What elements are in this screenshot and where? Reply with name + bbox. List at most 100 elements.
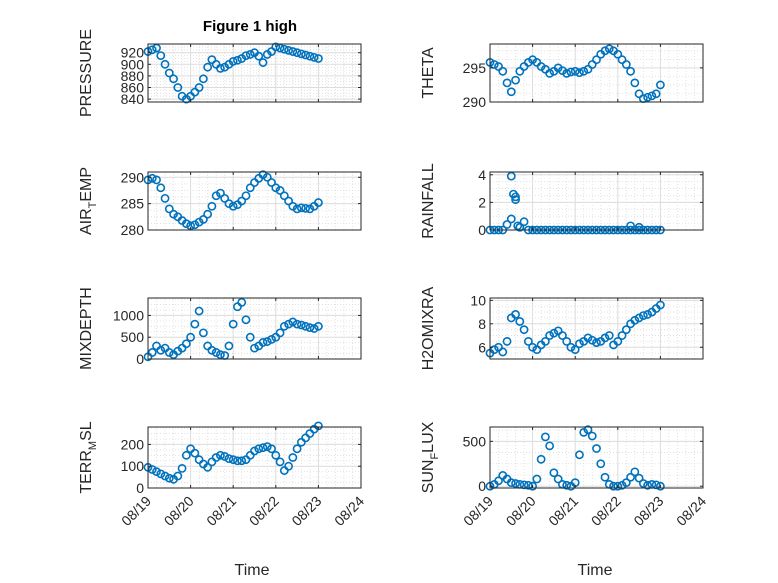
data-point [313,321,323,331]
data-point [190,448,200,458]
data-point [228,201,238,211]
data-point [506,171,516,181]
data-point [558,331,567,340]
data-point [494,62,503,71]
axes-box [489,171,704,231]
data-point [638,479,648,488]
data-point [621,325,631,335]
data-point [292,48,302,58]
data-point [562,480,572,490]
data-point [156,51,166,60]
axes-box [147,43,362,103]
data-point [502,78,512,88]
data-point [194,83,204,92]
data-point [506,87,516,97]
data-point [613,481,623,491]
data-point [515,317,525,326]
figure-title: Figure 1 high [203,18,297,35]
data-point [617,55,627,65]
data-point [600,472,610,482]
data-point [511,195,520,205]
y-axis-label: MIXDEPTH [78,287,95,370]
data-point [258,443,268,453]
data-point [575,68,584,78]
data-point [237,456,247,466]
y-axis-label: AIRTEMP [78,167,99,235]
data-point [634,222,644,232]
data-point [292,204,302,214]
data-point [592,338,601,347]
y-tick-label: 1000 [113,307,144,323]
data-point [224,341,234,351]
data-point [519,217,529,227]
data-point [275,328,285,338]
data-point [502,336,512,346]
data-point [203,209,213,219]
data-point [587,60,597,69]
data-point [284,45,293,55]
data-point [592,55,601,65]
data-point [523,480,533,490]
data-point [233,55,242,65]
data-point [617,331,627,340]
data-point [506,214,516,224]
data-point [275,457,285,467]
data-point [489,60,499,69]
y-tick-label: 880 [121,68,145,84]
data-point [494,476,503,486]
y-axis-label: TERRMSL [78,421,99,493]
data-point [203,462,213,472]
data-point [194,306,204,316]
data-point [545,331,555,340]
data-point [211,453,221,462]
data-point [288,453,298,462]
data-point [523,336,533,346]
data-point [152,175,161,185]
data-point [258,338,268,347]
data-point [634,89,644,99]
subplot-air-temp: 280 285 290 AIRTEMP [78,167,362,238]
data-point [583,333,593,343]
data-point [262,172,272,182]
data-point [245,332,255,342]
data-point [258,58,268,67]
data-point [173,83,183,92]
data-point [549,328,559,338]
data-point [267,178,276,187]
data-point [498,347,508,357]
data-point [207,201,217,211]
data-point [160,59,170,69]
data-point [173,471,183,481]
data-point [241,191,251,201]
data-point [292,444,302,454]
subplot-rainfall: 0 2 4 RAINFALL [420,163,704,239]
y-tick-label: 0 [478,478,486,494]
data-point [583,425,593,435]
data-point [515,222,525,232]
data-point [626,66,635,76]
data-point [254,51,264,61]
data-point [220,452,230,461]
data-point [284,461,293,471]
data-point [228,455,238,465]
data-point [309,324,319,333]
data-point [241,51,251,60]
data-point [313,198,323,207]
data-point [528,481,537,491]
data-point [587,431,597,441]
subplot-theta: 290 295 THETA [420,43,704,110]
data-point [604,44,614,54]
y-tick-label: 920 [121,45,145,61]
x-axis-label-left: Time [235,562,270,579]
subplot-mixdepth: 0 500 1000 MIXDEPTH [78,287,362,370]
data-point [267,334,276,344]
axes-box [489,297,704,360]
data-point [296,203,306,213]
y-axis-label: SUNFLUX [420,421,441,493]
data-point [164,348,174,357]
data-point [241,315,251,325]
y-axis-label: H2OMIXRA [420,286,437,370]
data-point [643,480,653,490]
data-point [177,463,187,473]
